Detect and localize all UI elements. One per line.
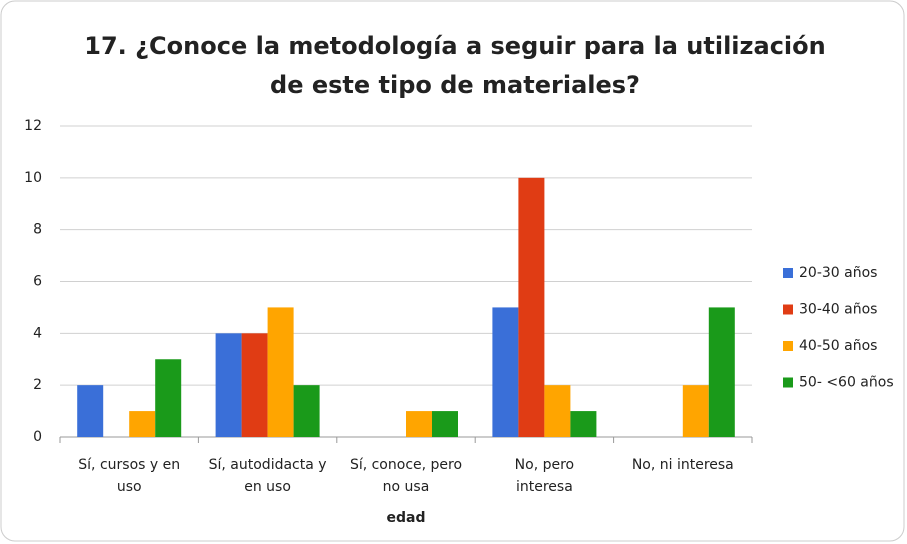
x-tick-label: No, pero interesa [515,457,574,495]
x-tick-label-line: no usa [383,479,430,495]
x-tick-label-line: en uso [244,479,291,495]
legend-label: 30-40 años [799,302,877,318]
bar [129,411,156,437]
bar [77,385,104,437]
y-tick-label: 4 [33,325,42,341]
y-tick-label: 0 [33,429,42,445]
legend-swatch [783,377,793,388]
legend-swatch [783,341,793,351]
bar [518,177,545,438]
legend-swatch [783,268,793,278]
x-tick-label: No, ni interesa [632,457,734,473]
y-tick-label: 2 [33,377,42,393]
bar [267,307,294,437]
legend-label: 40-50 años [799,338,877,354]
bar [570,411,597,437]
bar [708,307,735,437]
x-tick-label-line: No, ni interesa [632,457,734,473]
bar [432,411,458,437]
y-tick-label: 10 [24,170,42,186]
chart-title-line: 17. ¿Conoce la metodología a seguir para… [84,32,825,60]
x-tick-label-line: No, pero [515,457,574,473]
chart-title-line: de este tipo de materiales? [270,71,640,99]
legend-label: 20-30 años [799,265,877,281]
bar [406,411,432,437]
bar [241,333,268,437]
x-tick-label: Sí, autodidacta y en uso [209,457,327,495]
bar [293,385,320,437]
x-tick-label: Sí, conoce, pero no usa [350,457,462,495]
x-tick-label-line: Sí, conoce, pero [350,457,462,473]
y-tick-label: 6 [33,274,42,290]
x-tick-label-line: interesa [516,479,573,495]
y-tick-label: 12 [24,118,42,134]
bar [215,333,242,437]
x-tick-label-line: uso [117,479,142,495]
legend-label: 50- <60 años [799,375,894,391]
bar [492,307,519,437]
x-tick-label-line: Sí, autodidacta y [209,457,327,473]
bar [682,385,709,437]
y-tick-label: 8 [33,222,42,238]
x-tick-label: Sí, cursos y en uso [78,457,180,495]
x-axis-label: edad [387,510,426,526]
bar [155,359,182,437]
x-tick-label-line: Sí, cursos y en [78,457,180,473]
chart-title: 17. ¿Conoce la metodología a seguir para… [84,32,825,99]
legend-swatch [783,304,793,315]
bar [544,385,571,437]
